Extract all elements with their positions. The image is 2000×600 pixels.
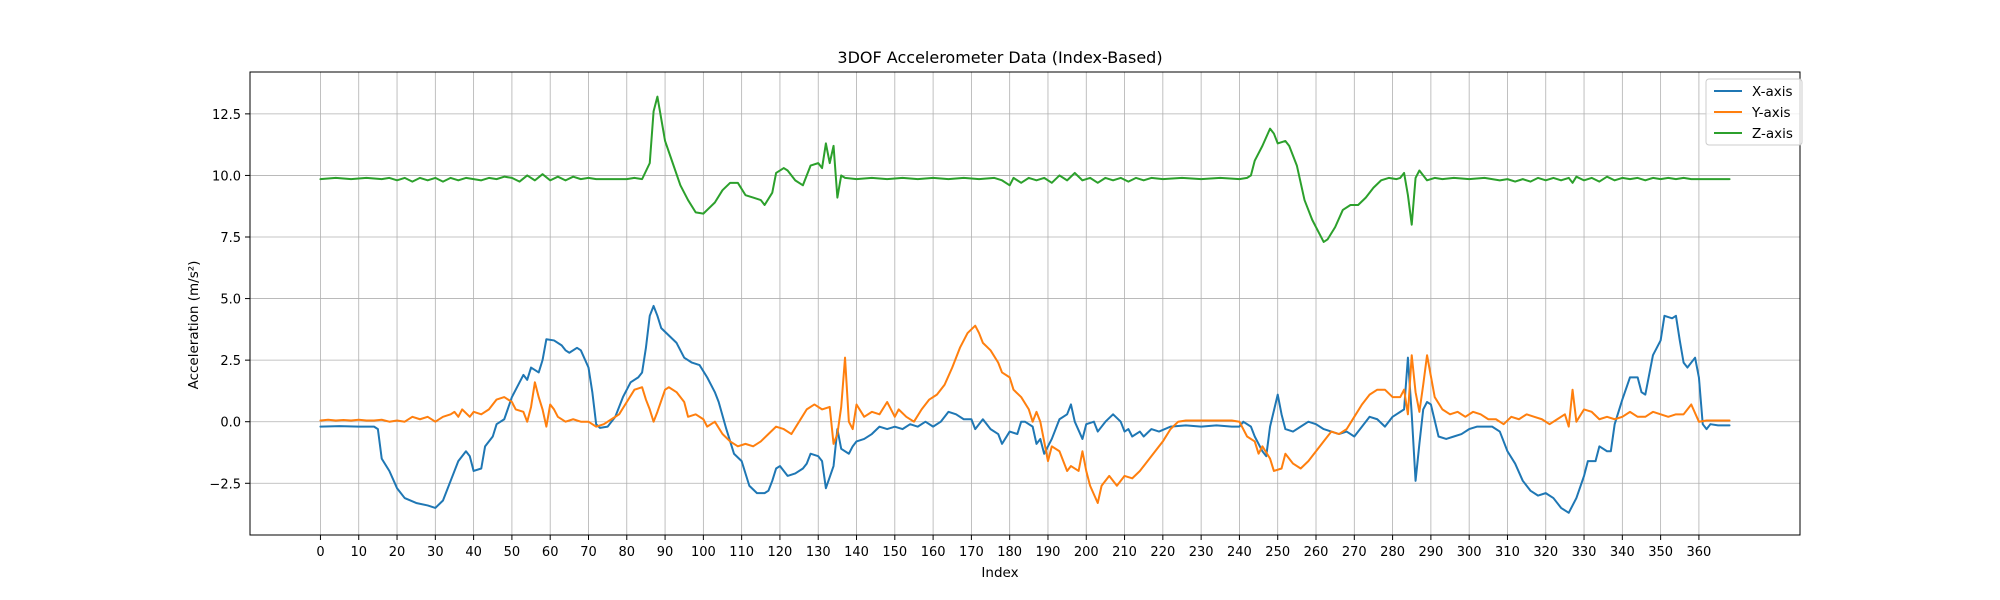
- x-tick-label-80: 80: [619, 545, 636, 560]
- x-tick-label-320: 320: [1533, 545, 1558, 560]
- y-tick-label-4: 7.5: [220, 231, 241, 246]
- y-tick-label-5: 10.0: [212, 169, 241, 184]
- x-tick-label-150: 150: [882, 545, 907, 560]
- x-tick-label-120: 120: [768, 545, 793, 560]
- x-tick-label-140: 140: [844, 545, 869, 560]
- y-tick-label-1: 0.0: [220, 416, 241, 431]
- x-tick-label-240: 240: [1227, 545, 1252, 560]
- legend-label-y-axis: Y-axis: [1751, 105, 1791, 121]
- x-tick-label-330: 330: [1572, 545, 1597, 560]
- legend-label-z-axis: Z-axis: [1752, 126, 1793, 142]
- x-tick-label-110: 110: [729, 545, 754, 560]
- x-tick-label-250: 250: [1265, 545, 1290, 560]
- x-tick-label-290: 290: [1418, 545, 1443, 560]
- x-tick-label-20: 20: [389, 545, 406, 560]
- x-tick-label-40: 40: [465, 545, 482, 560]
- x-tick-label-10: 10: [350, 545, 367, 560]
- y-tick-label-6: 12.5: [212, 108, 241, 123]
- x-tick-label-340: 340: [1610, 545, 1635, 560]
- plot-series: [319, 95, 1731, 514]
- x-tick-label-0: 0: [316, 545, 324, 560]
- x-tick-label-130: 130: [806, 545, 831, 560]
- x-axis-label: Index: [981, 565, 1018, 581]
- x-tick-label-280: 280: [1380, 545, 1405, 560]
- x-tick-label-200: 200: [1074, 545, 1099, 560]
- x-tick-label-90: 90: [657, 545, 674, 560]
- x-axis-ticks: 0 10 20 30 40 50 60 70 80 90 100 110 120 130 140 150 160…: [316, 535, 1711, 560]
- x-tick-label-310: 310: [1495, 545, 1520, 560]
- series-line-z-axis: [319, 95, 1731, 243]
- y-tick-label-3: 5.0: [220, 293, 241, 308]
- legend-box: [1705, 78, 1803, 146]
- x-tick-label-100: 100: [691, 545, 716, 560]
- x-tick-label-260: 260: [1304, 545, 1329, 560]
- x-tick-label-70: 70: [580, 545, 597, 560]
- y-tick-label-2: 2.5: [220, 354, 241, 369]
- y-axis-ticks: −2.5 0.0 2.5 5.0 7.5 10.0 12.5: [209, 108, 250, 492]
- x-tick-label-360: 360: [1686, 545, 1711, 560]
- legend-label-x-axis: X-axis: [1752, 84, 1793, 100]
- legend: X-axis Y-axis Z-axis: [1705, 78, 1803, 146]
- y-axis-label: Acceleration (m/s²): [186, 261, 202, 390]
- grid-lines: [250, 72, 1800, 535]
- x-tick-label-220: 220: [1150, 545, 1175, 560]
- x-tick-label-230: 230: [1189, 545, 1214, 560]
- x-tick-label-190: 190: [1036, 545, 1061, 560]
- plot-area-frame: [249, 71, 1801, 536]
- x-tick-label-160: 160: [921, 545, 946, 560]
- y-tick-label-0: −2.5: [209, 477, 241, 492]
- series-line-y-axis: [319, 324, 1731, 504]
- x-tick-label-60: 60: [542, 545, 559, 560]
- x-tick-label-30: 30: [427, 545, 444, 560]
- x-tick-label-350: 350: [1648, 545, 1673, 560]
- chart-title: 3DOF Accelerometer Data (Index-Based): [837, 48, 1162, 67]
- x-tick-label-170: 170: [959, 545, 984, 560]
- x-tick-label-300: 300: [1457, 545, 1482, 560]
- x-tick-label-180: 180: [997, 545, 1022, 560]
- x-tick-label-270: 270: [1342, 545, 1367, 560]
- series-line-x-axis: [319, 304, 1731, 514]
- x-tick-label-210: 210: [1112, 545, 1137, 560]
- x-tick-label-50: 50: [504, 545, 521, 560]
